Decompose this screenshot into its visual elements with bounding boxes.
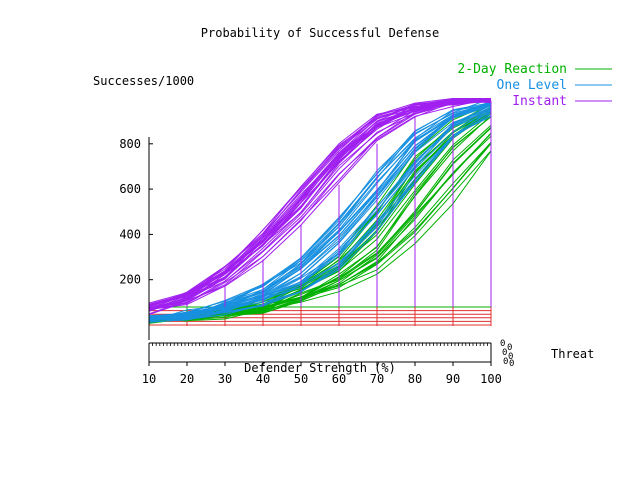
series-line bbox=[148, 114, 492, 320]
series-line bbox=[148, 150, 492, 322]
legend-label-one-level: One Level bbox=[497, 78, 567, 93]
series-1 bbox=[148, 98, 492, 323]
y-axis-label: Successes/1000 bbox=[93, 74, 194, 88]
series-line bbox=[148, 100, 492, 318]
z-axis-label: Threat bbox=[551, 347, 594, 361]
svg-text:0: 0 bbox=[507, 343, 512, 353]
series-line bbox=[148, 110, 492, 321]
series-line bbox=[148, 104, 492, 321]
x-tick-label: 20 bbox=[180, 372, 194, 386]
series-line bbox=[148, 126, 492, 321]
y-ticks: 200 400 600 800 bbox=[119, 137, 153, 287]
series-0 bbox=[148, 103, 492, 324]
series-2 bbox=[148, 97, 492, 315]
threat-tick-marks: 0 0 0 0 0 0 bbox=[500, 339, 514, 369]
x-tick-label: 40 bbox=[256, 372, 270, 386]
x-tick-label: 70 bbox=[370, 372, 384, 386]
series-line bbox=[148, 98, 492, 307]
x-tick-label: 10 bbox=[142, 372, 156, 386]
x-tick-label: 30 bbox=[218, 372, 232, 386]
x-axis-label: Defender Strength (%) bbox=[244, 361, 396, 375]
series-line bbox=[148, 98, 492, 304]
chart-title: Probability of Successful Defense bbox=[201, 26, 439, 40]
series-line bbox=[148, 100, 492, 309]
series-layer bbox=[148, 97, 492, 324]
series-line bbox=[148, 98, 492, 322]
series-line bbox=[148, 105, 492, 321]
y-tick-label: 400 bbox=[119, 227, 141, 241]
series-line bbox=[148, 99, 492, 310]
x-tick-label: 100 bbox=[480, 372, 502, 386]
series-line bbox=[148, 98, 492, 315]
x-tick-label: 80 bbox=[408, 372, 422, 386]
y-tick-label: 200 bbox=[119, 273, 141, 287]
y-tick-label: 800 bbox=[119, 137, 141, 151]
svg-text:0: 0 bbox=[509, 359, 514, 369]
y-tick-label: 600 bbox=[119, 182, 141, 196]
svg-text:0: 0 bbox=[508, 352, 513, 362]
series-line bbox=[148, 109, 492, 323]
svg-text:0: 0 bbox=[502, 348, 507, 358]
legend-label-2day: 2-Day Reaction bbox=[457, 62, 567, 77]
legend-label-instant: Instant bbox=[512, 94, 567, 109]
x-tick-label: 90 bbox=[446, 372, 460, 386]
bottom-axis-box bbox=[148, 342, 492, 363]
x-ticks: 10 20 30 40 50 60 70 80 90 100 bbox=[142, 362, 502, 386]
x-tick-label: 60 bbox=[332, 372, 346, 386]
svg-text:0: 0 bbox=[500, 339, 505, 349]
svg-text:0: 0 bbox=[503, 357, 508, 367]
series-line bbox=[148, 98, 491, 311]
x-tick-label: 50 bbox=[294, 372, 308, 386]
